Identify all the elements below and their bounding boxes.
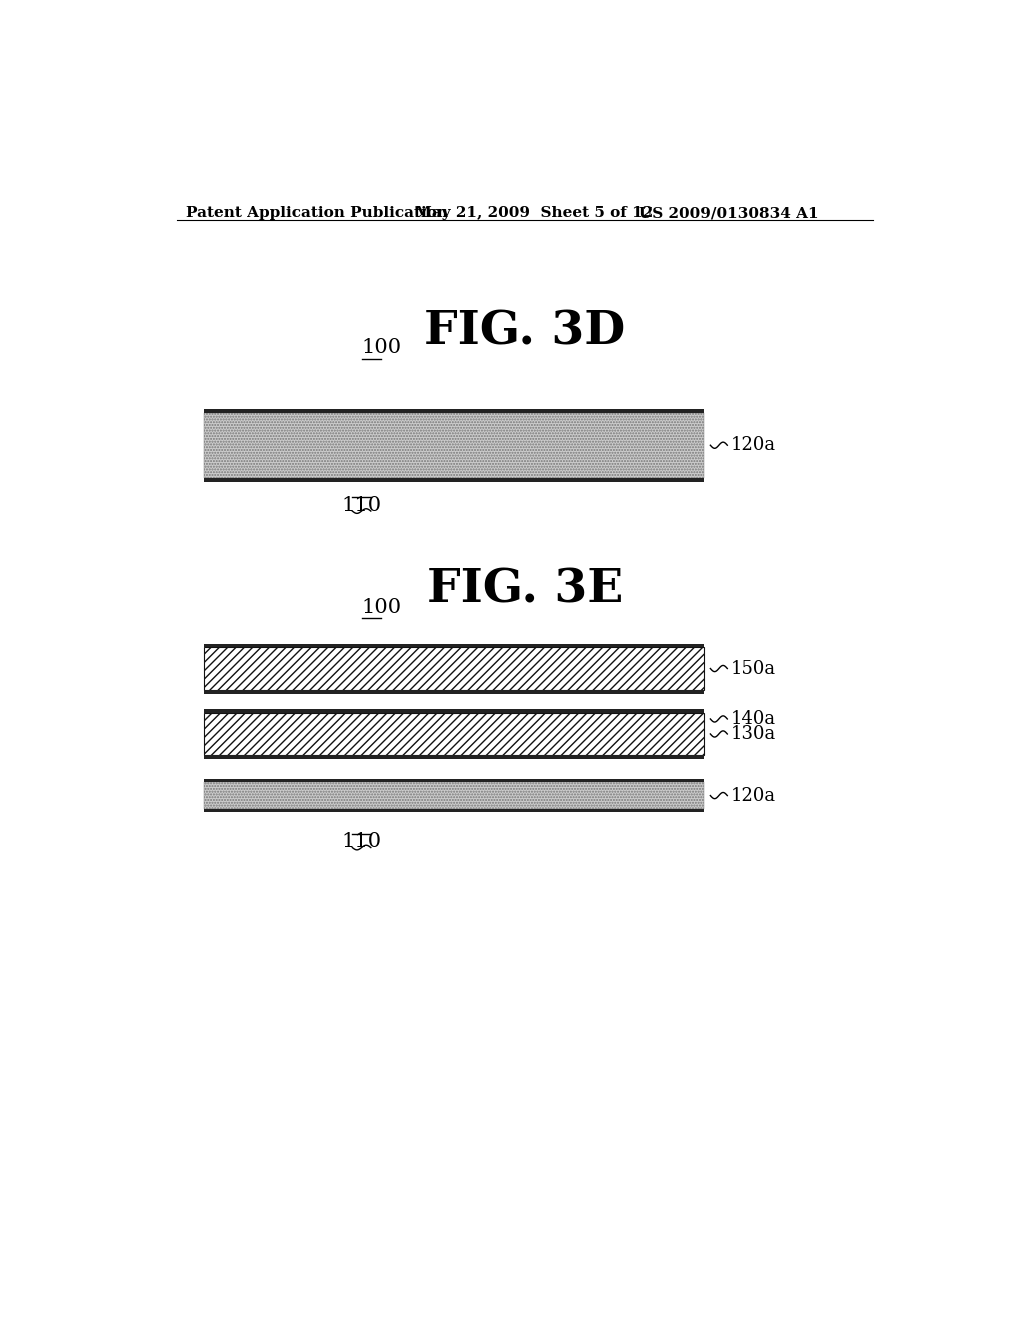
Text: 110: 110 [341,496,382,515]
Bar [204,755,705,759]
Text: 120a: 120a [730,436,775,454]
Text: Patent Application Publication: Patent Application Publication [186,206,449,220]
Bar [204,647,705,689]
Text: FIG. 3E: FIG. 3E [427,566,623,612]
Bar [204,689,705,693]
Text: FIG. 3D: FIG. 3D [424,309,626,355]
Text: 100: 100 [361,338,401,358]
Bar [204,779,705,781]
Text: May 21, 2009  Sheet 5 of 12: May 21, 2009 Sheet 5 of 12 [416,206,653,220]
Bar [204,713,705,755]
Bar [204,644,705,647]
Text: US 2009/0130834 A1: US 2009/0130834 A1 [639,206,818,220]
Bar [204,409,705,413]
Text: 140a: 140a [730,710,775,727]
Text: 100: 100 [361,598,401,616]
Text: 120a: 120a [730,787,775,805]
Text: 150a: 150a [730,660,775,677]
Bar [204,781,705,809]
Text: 110: 110 [341,832,382,851]
Bar [204,478,705,482]
Bar [204,809,705,812]
Bar [204,709,705,713]
Bar [204,412,705,478]
Text: 130a: 130a [730,725,775,743]
